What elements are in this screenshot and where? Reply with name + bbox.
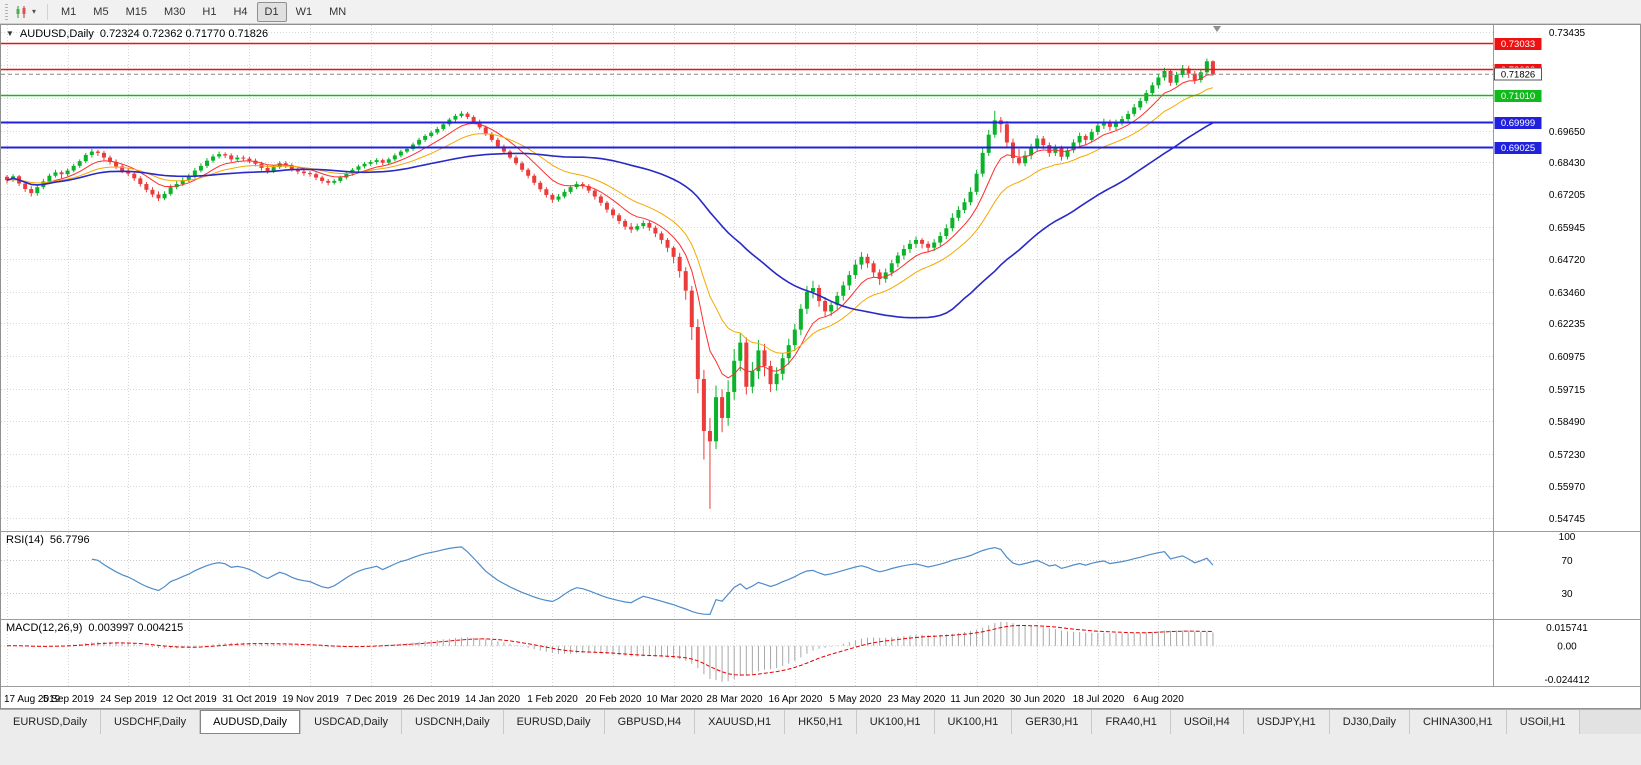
chart-area[interactable]: 17 Aug 2019 5 Sep 2019 24 Sep 2019 12 Oct 2…	[0, 24, 1641, 709]
timeframe-button-h4[interactable]: H4	[233, 5, 248, 18]
moving-averages-layer	[6, 74, 1214, 379]
svg-text:0.00: 0.00	[1557, 641, 1577, 652]
chart-tab[interactable]: EURUSD,Daily	[503, 710, 605, 734]
chart-type-icon[interactable]	[13, 3, 31, 21]
svg-text:0.64720: 0.64720	[1549, 255, 1586, 266]
toolbar-grip[interactable]	[5, 3, 8, 20]
svg-text:5 Sep 2019: 5 Sep 2019	[43, 694, 95, 705]
timeframe-button-m1[interactable]: M1	[61, 5, 77, 18]
svg-text:0.67205: 0.67205	[1549, 190, 1586, 201]
svg-text:11 Jun 2020: 11 Jun 2020	[950, 694, 1005, 705]
svg-text:0.73033: 0.73033	[1501, 39, 1535, 50]
dropdown-caret-icon[interactable]: ▾	[32, 7, 37, 16]
svg-text:16 Apr 2020: 16 Apr 2020	[769, 694, 823, 705]
svg-text:18 Jul 2020: 18 Jul 2020	[1073, 694, 1125, 705]
macd-pane: 0.015741 0.00 -0.024412	[1, 621, 1590, 686]
chart-tabs-bar: EURUSD,Daily USDCHF,Daily AUDUSD,Daily USDC…	[0, 709, 1641, 734]
svg-text:30 Jun 2020: 30 Jun 2020	[1010, 694, 1065, 705]
chart-tab[interactable]: UK100,H1	[856, 710, 935, 734]
chart-tab[interactable]: USOil,H1	[1506, 710, 1580, 734]
svg-text:100: 100	[1559, 532, 1576, 543]
rsi-pane: 100 70 30	[1, 532, 1576, 616]
timeframe-button-d1[interactable]: D1	[256, 1, 287, 22]
ma-fast-line	[6, 74, 1213, 379]
svg-text:0.65945: 0.65945	[1549, 223, 1586, 234]
svg-text:17 Aug 2019: 17 Aug 2019	[4, 694, 61, 705]
chart-tab[interactable]: GBPUSD,H4	[604, 710, 696, 734]
chart-tab[interactable]: USDCAD,Daily	[301, 710, 403, 734]
timeframe-button-mn[interactable]: MN	[329, 5, 347, 18]
svg-text:0.54745: 0.54745	[1549, 514, 1586, 525]
svg-text:0.69025: 0.69025	[1501, 143, 1535, 154]
svg-text:-0.024412: -0.024412	[1544, 675, 1589, 686]
svg-text:1 Feb 2020: 1 Feb 2020	[527, 694, 578, 705]
toolbar-separator	[47, 3, 49, 20]
svg-text:0.68430: 0.68430	[1549, 158, 1586, 169]
svg-text:26 Dec 2019: 26 Dec 2019	[403, 694, 460, 705]
svg-text:28 Mar 2020: 28 Mar 2020	[706, 694, 763, 705]
svg-text:0.63460: 0.63460	[1549, 288, 1586, 299]
svg-text:14 Jan 2020: 14 Jan 2020	[465, 694, 520, 705]
svg-text:0.73435: 0.73435	[1549, 28, 1586, 39]
chart-tab[interactable]: HK50,H1	[785, 710, 857, 734]
svg-text:0.71010: 0.71010	[1501, 91, 1535, 102]
candlestick-layer	[5, 58, 1215, 509]
chart-tab[interactable]: CHINA300,H1	[1409, 710, 1507, 734]
timeframe-button-m15[interactable]: M15	[125, 5, 147, 18]
chart-tab[interactable]: EURUSD,Daily	[0, 710, 101, 734]
svg-text:24 Sep 2019: 24 Sep 2019	[100, 694, 157, 705]
svg-text:12 Oct 2019: 12 Oct 2019	[162, 694, 217, 705]
chart-tab[interactable]: USDCNH,Daily	[402, 710, 504, 734]
svg-text:0.58490: 0.58490	[1549, 417, 1586, 428]
price-scale-badge: 0.69025	[1494, 142, 1542, 154]
svg-text:30: 30	[1561, 589, 1573, 600]
svg-text:70: 70	[1561, 556, 1573, 567]
svg-text:0.59715: 0.59715	[1549, 385, 1586, 396]
chart-tab[interactable]: DJ30,Daily	[1329, 710, 1410, 734]
timeframe-toolbar: ▾ M1 M5 M15 M30 H1 H4 D1 W1 MN	[0, 0, 1641, 24]
chart-tab[interactable]: XAUUSD,H1	[695, 710, 786, 734]
timeframe-button-m5[interactable]: M5	[93, 5, 109, 18]
chart-shift-marker	[1213, 26, 1221, 32]
svg-text:0.69650: 0.69650	[1549, 127, 1586, 138]
svg-text:23 May 2020: 23 May 2020	[888, 694, 946, 705]
timeframe-button-m30[interactable]: M30	[163, 5, 186, 18]
chart-tab[interactable]: UK100,H1	[934, 710, 1013, 734]
svg-text:20 Feb 2020: 20 Feb 2020	[585, 694, 642, 705]
price-scale-badge: 0.71010	[1494, 90, 1542, 102]
chart-tab[interactable]: USDJPY,H1	[1243, 710, 1330, 734]
horizontal-lines-layer[interactable]	[1, 42, 1493, 149]
chart-tab[interactable]: GER30,H1	[1012, 710, 1093, 734]
chart-tab[interactable]: USDCHF,Daily	[100, 710, 201, 734]
svg-text:0.55970: 0.55970	[1549, 482, 1586, 493]
svg-text:19 Nov 2019: 19 Nov 2019	[282, 694, 339, 705]
price-scale-badge: 0.73033	[1494, 38, 1542, 50]
status-bar	[0, 734, 1641, 765]
macd-signal-line	[7, 625, 1213, 676]
timeframe-button-w1[interactable]: W1	[295, 5, 313, 18]
pane-separators[interactable]	[1, 25, 1640, 687]
one-click-trading-toggle[interactable]: ▼	[6, 29, 14, 38]
chart-tab[interactable]: FRA40,H1	[1092, 710, 1171, 734]
timeframe-button-h1[interactable]: H1	[202, 5, 217, 18]
svg-text:5 May 2020: 5 May 2020	[829, 694, 882, 705]
chart-tab[interactable]: USOil,H4	[1170, 710, 1244, 734]
svg-text:31 Oct 2019: 31 Oct 2019	[222, 694, 277, 705]
price-scale-badge: 0.71826	[1494, 67, 1542, 81]
chart-tab[interactable]: AUDUSD,Daily	[200, 710, 302, 734]
svg-text:0.015741: 0.015741	[1546, 623, 1588, 634]
svg-text:0.60975: 0.60975	[1549, 352, 1586, 363]
svg-text:10 Mar 2020: 10 Mar 2020	[646, 694, 703, 705]
svg-text:0.57230: 0.57230	[1549, 450, 1586, 461]
ma-slow-line	[6, 122, 1214, 319]
price-scale-badge: 0.69999	[1494, 117, 1542, 129]
svg-text:0.62235: 0.62235	[1549, 319, 1586, 330]
svg-text:7 Dec 2019: 7 Dec 2019	[346, 694, 398, 705]
svg-text:0.69999: 0.69999	[1501, 118, 1535, 129]
rsi-line	[91, 546, 1214, 616]
svg-text:0.71826: 0.71826	[1501, 70, 1535, 81]
svg-text:6 Aug 2020: 6 Aug 2020	[1133, 694, 1184, 705]
